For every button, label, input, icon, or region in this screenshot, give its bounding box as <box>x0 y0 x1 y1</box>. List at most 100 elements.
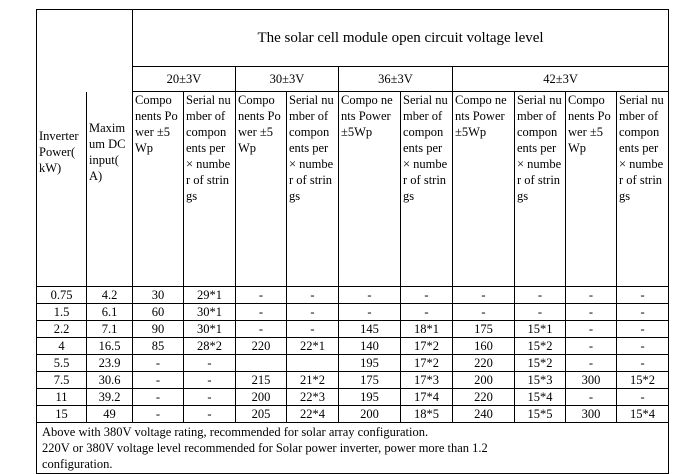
header-components-power-42: Compo nents Power ±5Wp <box>452 91 515 287</box>
corner-blank-cell <box>36 9 133 67</box>
header-serial-number-36: Serial number of compon ents per × numbe… <box>400 91 453 287</box>
header-inverter-power: Inverter Power( kW) <box>36 91 87 287</box>
table-cell: - <box>615 353 670 372</box>
table-cell: - <box>615 285 670 304</box>
note-line: configuration. <box>42 456 113 471</box>
voltage-level-20: 20±3V <box>132 66 236 92</box>
table-cell: 49 <box>86 404 133 423</box>
header-components-power-20: Compo nents Power ±5Wp <box>132 91 184 287</box>
table-cell: 15*2 <box>514 353 566 372</box>
table-cell: - <box>235 285 287 304</box>
table-cell: - <box>565 302 617 321</box>
table-notes: Above with 380V voltage rating, recommen… <box>35 421 670 474</box>
table-cell: - <box>132 387 184 406</box>
table-cell: 200 <box>235 387 287 406</box>
table-row: 4 16.5 85 28*2 220 22*1 140 17*2 160 15*… <box>36 336 670 355</box>
table-cell <box>286 353 339 372</box>
table-cell: 175 <box>452 319 515 338</box>
table-cell: - <box>338 285 401 304</box>
note-line: Above with 380V voltage rating, recommen… <box>42 424 429 439</box>
table-cell: 16.5 <box>86 336 133 355</box>
table-row: 15 49 - - 205 22*4 200 18*5 240 15*5 300… <box>36 404 670 423</box>
table-row: 7.5 30.6 - - 215 21*2 175 17*3 200 15*3 … <box>36 370 670 389</box>
voltage-level-36: 36±3V <box>338 66 453 92</box>
table-cell: - <box>286 302 339 321</box>
table-cell: - <box>615 302 670 321</box>
table-cell: 220 <box>235 336 287 355</box>
table-cell: 7.5 <box>36 370 87 389</box>
table-cell: - <box>132 370 184 389</box>
table-cell: - <box>183 387 236 406</box>
table-cell: 15*2 <box>615 370 670 389</box>
table-cell: 300 <box>565 370 617 389</box>
table-cell: 4 <box>36 336 87 355</box>
table-cell: 18*1 <box>400 319 453 338</box>
header-serial-number-42b: Serial number of compon ents per × numbe… <box>615 91 670 287</box>
table-row: 0.75 4.2 30 29*1 - - - - - - - - <box>36 285 670 304</box>
table-cell: 220 <box>452 353 515 372</box>
table-row: 1.5 6.1 60 30*1 - - - - - - - - <box>36 302 670 321</box>
table-cell: 4.2 <box>86 285 133 304</box>
notes-row: Above with 380V voltage rating, recommen… <box>35 421 670 474</box>
table-cell: 60 <box>132 302 184 321</box>
header-max-dc-input: Maxim um DC input( A) <box>86 91 133 287</box>
table-cell: - <box>132 353 184 372</box>
table-cell: 5.5 <box>36 353 87 372</box>
table-cell: - <box>514 285 566 304</box>
table-cell: 28*2 <box>183 336 236 355</box>
table-cell: 1.5 <box>36 302 87 321</box>
table-cell: - <box>615 336 670 355</box>
header-serial-number-30: Serial number of compon ents per × numbe… <box>286 91 339 287</box>
table-cell: 300 <box>565 404 617 423</box>
table-cell: 30.6 <box>86 370 133 389</box>
table-row: 11 39.2 - - 200 22*3 195 17*4 220 15*4 -… <box>36 387 670 406</box>
table-cell: - <box>400 285 453 304</box>
header-serial-number-20: Serial number of compon ents per × numbe… <box>183 91 236 287</box>
table-cell: 160 <box>452 336 515 355</box>
table-cell: 0.75 <box>36 285 87 304</box>
solar-configuration-table-wrapper: The solar cell module open circuit volta… <box>35 9 670 474</box>
table-cell: - <box>400 302 453 321</box>
table-cell: - <box>565 319 617 338</box>
table-cell: - <box>286 319 339 338</box>
table-cell: - <box>565 336 617 355</box>
table-cell: 29*1 <box>183 285 236 304</box>
table-cell: 200 <box>338 404 401 423</box>
table-cell: 175 <box>338 370 401 389</box>
table-cell: 15*5 <box>514 404 566 423</box>
table-row: 5.5 23.9 - - 195 17*2 220 15*2 - - <box>36 353 670 372</box>
table-cell: - <box>565 285 617 304</box>
voltage-level-30: 30±3V <box>235 66 339 92</box>
table-cell: - <box>452 285 515 304</box>
table-cell: 15*1 <box>514 319 566 338</box>
table-cell: 6.1 <box>86 302 133 321</box>
table-cell: 11 <box>36 387 87 406</box>
table-cell: 17*4 <box>400 387 453 406</box>
table-cell: 15*2 <box>514 336 566 355</box>
table-cell: 2.2 <box>36 319 87 338</box>
table-cell: - <box>514 302 566 321</box>
table-cell: 205 <box>235 404 287 423</box>
table-cell: - <box>183 353 236 372</box>
title-row: The solar cell module open circuit volta… <box>36 9 670 67</box>
table-row: 2.2 7.1 90 30*1 - - 145 18*1 175 15*1 - … <box>36 319 670 338</box>
voltage-level-row: 20±3V 30±3V 36±3V 42±3V <box>36 66 670 92</box>
table-cell: - <box>615 319 670 338</box>
table-cell: 220 <box>452 387 515 406</box>
header-serial-number-42: Serial number of compon ents per × numbe… <box>514 91 566 287</box>
header-components-power-42b: Compo nents Power ±5Wp <box>565 91 617 287</box>
solar-configuration-table: The solar cell module open circuit volta… <box>35 9 670 474</box>
table-cell: 22*3 <box>286 387 339 406</box>
header-components-power-30: Compo nents Power ±5Wp <box>235 91 287 287</box>
table-cell: 30*1 <box>183 319 236 338</box>
table-cell: 22*1 <box>286 336 339 355</box>
table-cell: 90 <box>132 319 184 338</box>
table-cell: - <box>286 285 339 304</box>
table-cell: 85 <box>132 336 184 355</box>
table-cell: 15*4 <box>514 387 566 406</box>
corner-blank-cell-2 <box>36 66 133 92</box>
table-cell: - <box>183 404 236 423</box>
table-cell: - <box>615 387 670 406</box>
table-cell: 18*5 <box>400 404 453 423</box>
table-cell: - <box>132 404 184 423</box>
